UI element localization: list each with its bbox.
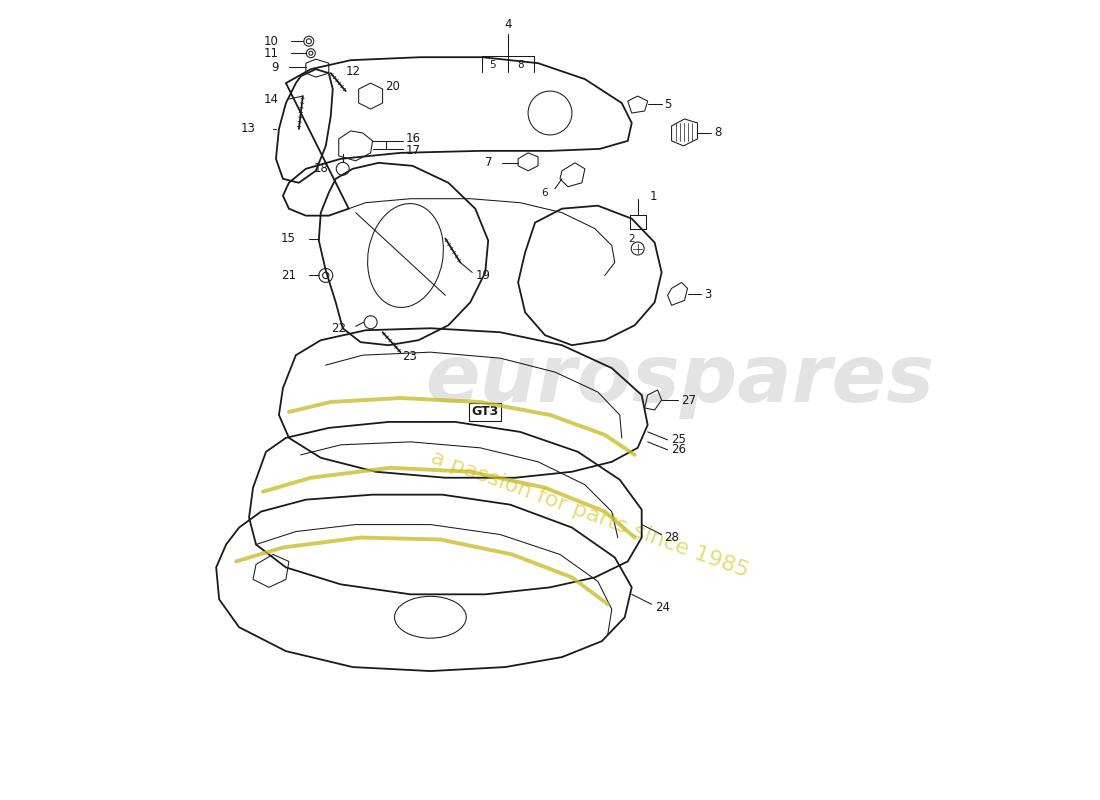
Text: 16: 16 — [406, 133, 420, 146]
Text: eurospares: eurospares — [425, 341, 934, 419]
Text: 4: 4 — [505, 18, 512, 31]
Text: 18: 18 — [314, 162, 329, 175]
Text: 12: 12 — [345, 65, 361, 78]
Text: a passion for parts since 1985: a passion for parts since 1985 — [428, 447, 751, 582]
Text: 8: 8 — [517, 60, 524, 70]
Text: 7: 7 — [485, 156, 492, 170]
Text: 5: 5 — [488, 60, 495, 70]
Text: 24: 24 — [654, 601, 670, 614]
Text: 9: 9 — [272, 61, 279, 74]
Text: 25: 25 — [672, 434, 686, 446]
Text: 1: 1 — [650, 190, 657, 203]
Text: 22: 22 — [331, 322, 345, 334]
Text: 13: 13 — [241, 122, 256, 135]
Text: 3: 3 — [704, 288, 712, 301]
Text: 5: 5 — [664, 98, 672, 110]
Text: 11: 11 — [264, 46, 279, 60]
Text: 17: 17 — [406, 144, 420, 158]
Text: 14: 14 — [264, 93, 279, 106]
Text: 19: 19 — [475, 269, 491, 282]
Text: 28: 28 — [664, 531, 680, 544]
Text: 23: 23 — [403, 350, 417, 362]
Text: 8: 8 — [714, 126, 722, 139]
Text: GT3: GT3 — [472, 406, 499, 418]
Text: 27: 27 — [682, 394, 696, 406]
Text: 21: 21 — [280, 269, 296, 282]
Text: 20: 20 — [386, 79, 400, 93]
Text: 10: 10 — [264, 34, 279, 48]
Text: 6: 6 — [541, 188, 548, 198]
Text: 26: 26 — [672, 443, 686, 456]
Text: 2: 2 — [628, 234, 635, 243]
Text: 15: 15 — [280, 232, 296, 245]
